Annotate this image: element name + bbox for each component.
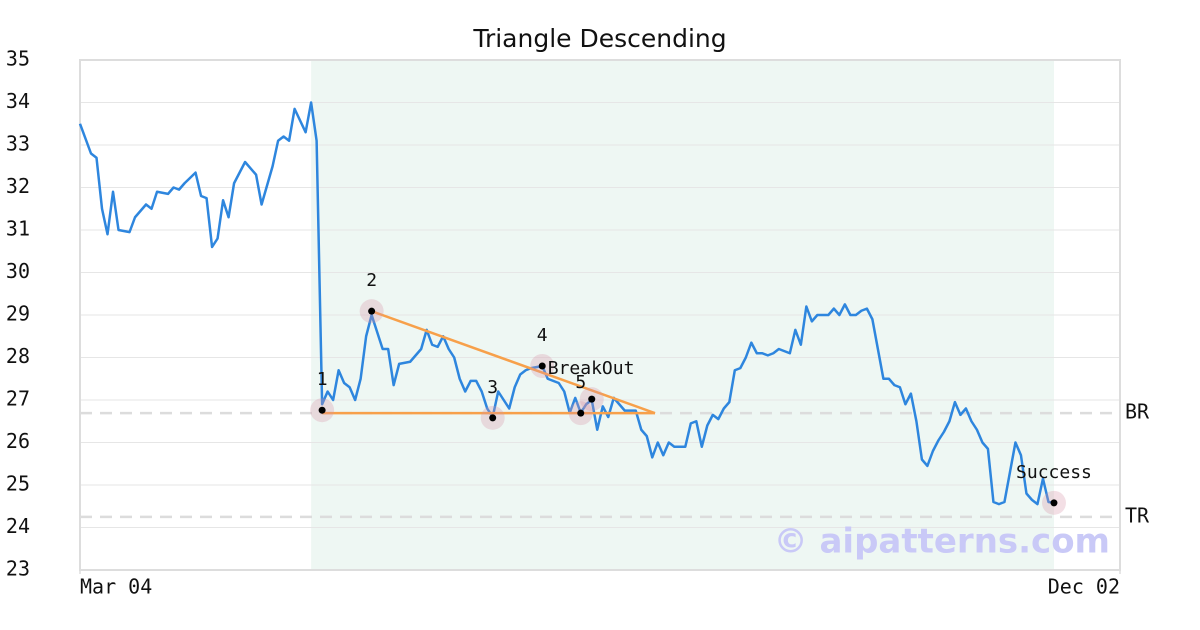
y-tick-label: 35 <box>6 47 30 71</box>
point-label: 3 <box>487 377 498 398</box>
watermark: © aipatterns.com <box>774 522 1110 562</box>
point-label: BreakOut <box>548 358 635 379</box>
point-marker <box>538 362 546 370</box>
chart-title: Triangle Descending <box>472 24 726 53</box>
y-tick-label: 27 <box>6 387 30 411</box>
price-line <box>78 101 1055 506</box>
x-tick-label: Mar 04 <box>80 575 152 599</box>
plot-frame <box>79 59 1121 571</box>
reference-label: TR <box>1125 503 1150 527</box>
point-label: 1 <box>317 369 328 390</box>
y-tick-label: 33 <box>6 132 30 156</box>
point-marker <box>489 414 497 422</box>
point-marker <box>577 409 585 417</box>
y-tick-label: 24 <box>6 514 30 538</box>
point-marker <box>368 307 376 315</box>
point-marker <box>318 406 326 414</box>
y-tick-label: 30 <box>6 259 30 283</box>
y-tick-label: 31 <box>6 217 30 241</box>
point-marker <box>588 395 596 403</box>
reference-label: BR <box>1125 400 1150 424</box>
y-tick-label: 32 <box>6 174 30 198</box>
point-label: Success <box>1016 462 1092 483</box>
x-tick-label: Dec 02 <box>1048 575 1120 599</box>
trend-line <box>371 309 656 415</box>
y-tick-label: 29 <box>6 302 30 326</box>
y-tick-label: 23 <box>6 557 30 581</box>
y-tick-label: 26 <box>6 429 30 453</box>
point-label: 4 <box>537 325 548 346</box>
point-label: 2 <box>366 270 377 291</box>
y-tick-label: 28 <box>6 344 30 368</box>
point-label: 5 <box>575 372 586 393</box>
y-tick-label: 25 <box>6 472 30 496</box>
point-marker <box>1050 499 1058 507</box>
y-tick-label: 34 <box>6 89 30 113</box>
